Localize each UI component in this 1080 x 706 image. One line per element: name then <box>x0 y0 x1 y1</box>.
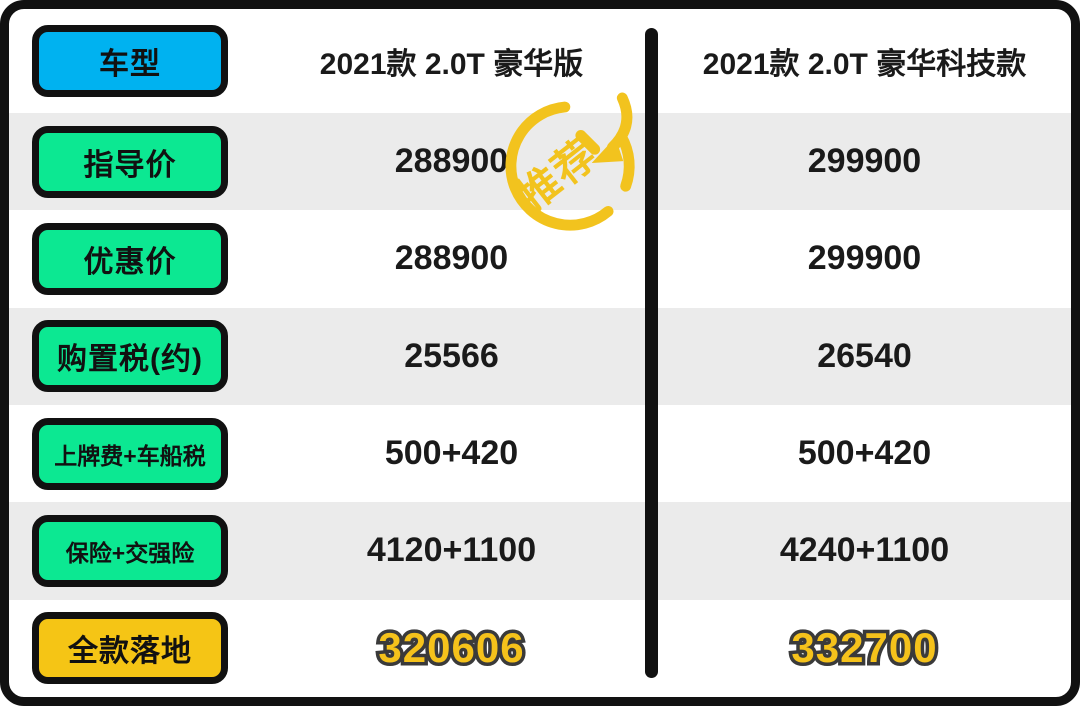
purchase-tax-value-b: 26540 <box>817 336 912 375</box>
trim-b-name: 2021款 2.0T 豪华科技款 <box>702 48 1027 81</box>
total-value-b: 332700 <box>788 621 940 675</box>
vehicle-type-pill: 车型 <box>32 25 228 97</box>
total-pill: 全款落地 <box>32 612 228 685</box>
plate-fee-value-b: 500+420 <box>797 434 932 473</box>
total-value-a: 320606 <box>375 621 527 675</box>
purchase-tax-value-a: 25566 <box>404 336 499 375</box>
plate-fee-value-a: 500+420 <box>384 434 519 473</box>
msrp-value-b: 299900 <box>807 142 922 181</box>
table-header-row: 车型 2021款 2.0T 豪华版 2021款 2.0T 豪华科技款 <box>9 9 1071 113</box>
column-divider <box>645 28 658 678</box>
trim-a-name: 2021款 2.0T 豪华版 <box>319 48 584 81</box>
discount-value-b: 299900 <box>807 239 922 278</box>
insurance-pill: 保险+交强险 <box>32 514 228 587</box>
table-row-insurance: 保险+交强险 4120+1100 4240+1100 <box>9 502 1071 600</box>
table-row-total: 全款落地 320606 332700 <box>9 600 1071 697</box>
plate-fee-pill: 上牌费+车船税 <box>32 417 228 490</box>
insurance-value-b: 4240+1100 <box>779 531 950 570</box>
table-row-purchase-tax: 购置税(约) 25566 26540 <box>9 307 1071 405</box>
table-row-discount-price: 优惠价 288900 299900 <box>9 210 1071 307</box>
table-row-plate-fee: 上牌费+车船税 500+420 500+420 <box>9 405 1071 502</box>
discount-price-pill: 优惠价 <box>32 222 228 295</box>
insurance-value-a: 4120+1100 <box>366 531 537 570</box>
discount-value-a: 288900 <box>394 239 509 278</box>
purchase-tax-pill: 购置税(约) <box>32 320 228 393</box>
header-label-cell: 车型 <box>9 25 245 97</box>
msrp-pill: 指导价 <box>32 125 228 198</box>
msrp-value-a: 288900 <box>394 142 509 181</box>
table-row-msrp: 指导价 288900 299900 <box>9 113 1071 211</box>
